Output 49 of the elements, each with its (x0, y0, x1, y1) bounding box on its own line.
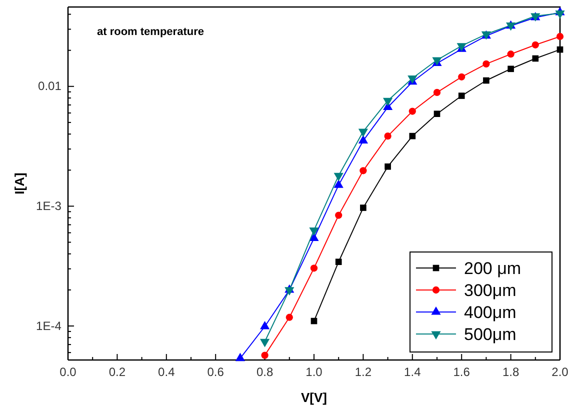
point (434, 110, 440, 118)
x-tick-label: 1.6 (453, 365, 470, 380)
legend-label: 300μm (464, 281, 516, 300)
legend-label: 500μm (464, 325, 516, 344)
x-axis-title: V[V] (301, 390, 327, 405)
point (433, 88, 441, 96)
point (235, 352, 246, 362)
point (260, 320, 270, 330)
x-tick-label: 2.0 (552, 365, 568, 380)
point (556, 32, 564, 40)
y-tick-label: 1E-4 (36, 318, 62, 333)
x-tick-label: 0.6 (207, 365, 224, 380)
point (358, 135, 368, 144)
point (483, 77, 490, 84)
annotation: at room temperature (97, 26, 204, 38)
point (532, 55, 539, 62)
point (360, 204, 366, 211)
x-tick-label: 1.4 (404, 365, 422, 380)
x-tick-label: 0.4 (158, 365, 176, 380)
point (334, 180, 344, 188)
point (458, 73, 466, 80)
point (360, 167, 367, 174)
point (384, 132, 392, 140)
point (310, 318, 318, 324)
x-tick-label: 0.0 (60, 365, 77, 380)
point (409, 132, 416, 140)
point (335, 212, 342, 219)
x-tick-label: 0.2 (108, 365, 126, 380)
y-tick-label: 1E-3 (36, 199, 62, 214)
point (335, 258, 342, 266)
x-tick-label: 1.8 (502, 365, 520, 380)
point (532, 41, 539, 48)
point (508, 66, 514, 72)
point (310, 264, 318, 272)
legend-label: 200 μm (464, 259, 522, 278)
point (286, 314, 293, 321)
point (384, 163, 391, 170)
point (458, 92, 465, 99)
y-tick-label: 0.01 (38, 79, 62, 94)
point (408, 108, 416, 115)
point (482, 60, 490, 68)
x-tick-label: 0.8 (256, 365, 274, 380)
x-tick-label: 1.2 (354, 365, 372, 380)
point (507, 50, 514, 58)
point (261, 352, 268, 359)
point (556, 46, 564, 53)
y-axis-title: I[A] (12, 172, 27, 194)
legend-label: 400μm (464, 303, 516, 322)
x-tick-label: 1.0 (306, 365, 323, 380)
